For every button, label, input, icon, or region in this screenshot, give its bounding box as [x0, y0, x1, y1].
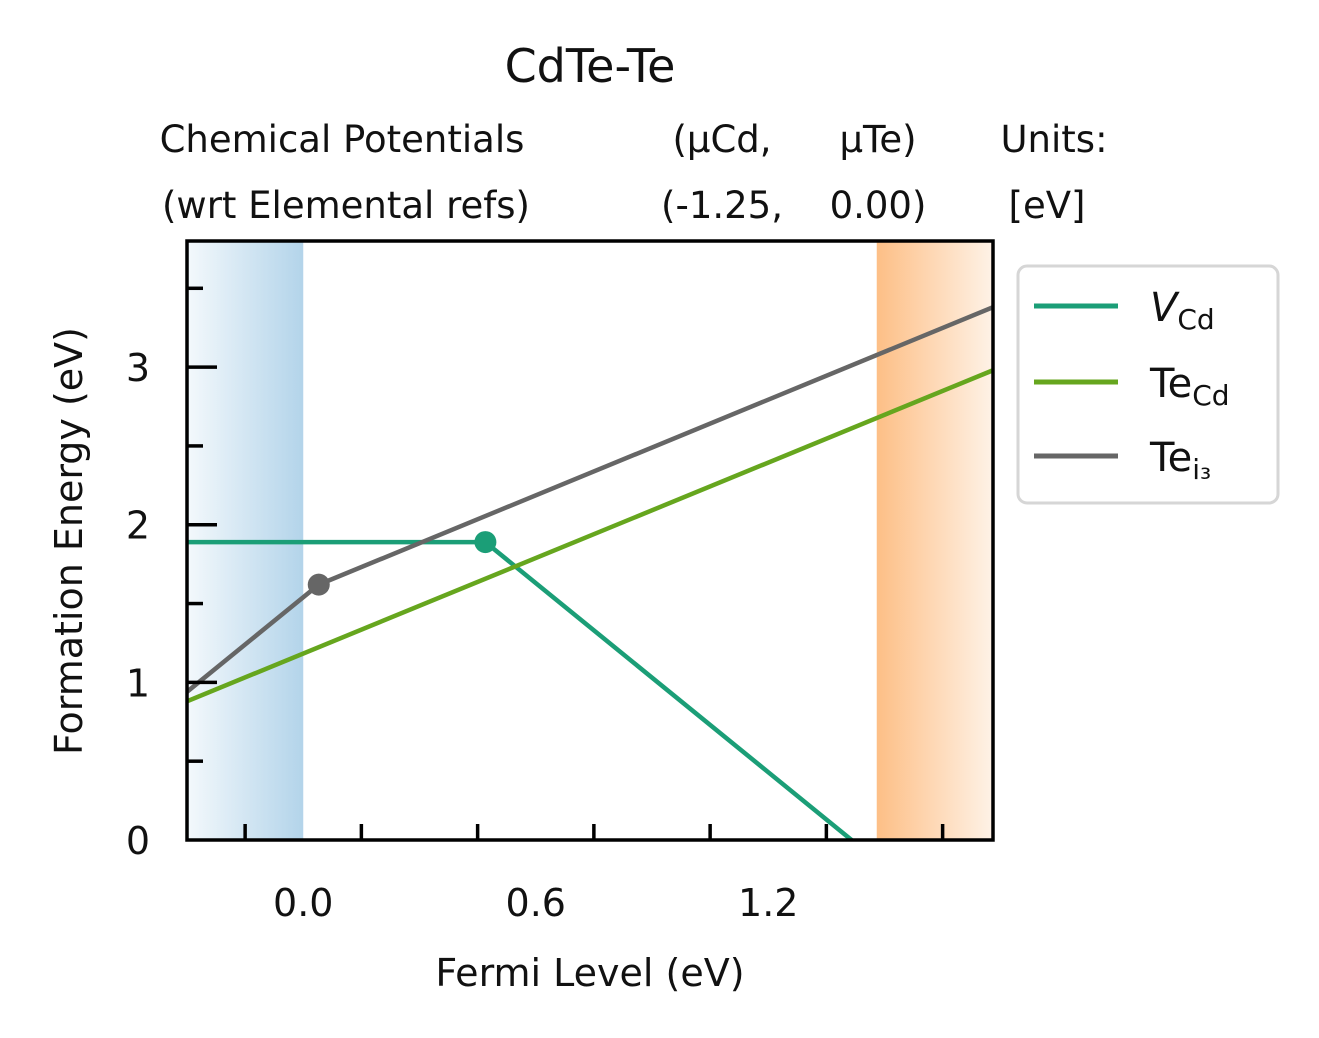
- y-axis-label: Formation Energy (eV): [47, 327, 91, 755]
- x-tick-label: 0.6: [506, 881, 566, 925]
- mu-cd-value: (-1.25,: [661, 184, 783, 227]
- legend-box: [1016, 264, 1280, 505]
- series-line-0: [187, 539, 856, 840]
- transition-point-0-0: [474, 531, 497, 554]
- cbm-region: [876, 241, 993, 840]
- mu-cd-label: (μCd,: [672, 118, 771, 161]
- x-axis-label: Fermi Level (eV): [435, 951, 744, 995]
- x-tick-label: 1.2: [738, 881, 798, 925]
- legend-label-1: TeCd: [1149, 361, 1230, 412]
- y-tick-label: 0: [126, 819, 150, 863]
- series-group: [187, 305, 993, 840]
- mu-te-label: μTe): [839, 118, 916, 161]
- units-value: [eV]: [1009, 184, 1086, 227]
- legend-label-2: Tei₃: [1149, 435, 1211, 486]
- series-line-2: [187, 305, 993, 694]
- plot-frame: [185, 239, 995, 842]
- y-tick-label: 1: [126, 661, 150, 705]
- legend: VCd TeCd Tei₃: [1034, 285, 1230, 486]
- chart-title: CdTe-Te: [505, 39, 676, 93]
- legend-label-0: VCd: [1150, 285, 1215, 336]
- y-tick-label: 3: [126, 346, 150, 390]
- series-line-1: [187, 368, 993, 704]
- transition-point-2-0: [307, 573, 330, 596]
- x-axis-ticks: 0.0 0.6 1.2: [243, 824, 945, 925]
- y-tick-label: 2: [126, 504, 150, 548]
- elemental-refs-label: (wrt Elemental refs): [162, 184, 530, 227]
- mu-te-value: 0.00): [830, 184, 927, 227]
- y-axis-ticks: 0 1 2 3: [126, 286, 217, 863]
- x-tick-label: 0.0: [273, 881, 333, 925]
- units-label: Units:: [1000, 118, 1107, 161]
- chemical-potentials-label: Chemical Potentials: [160, 118, 525, 161]
